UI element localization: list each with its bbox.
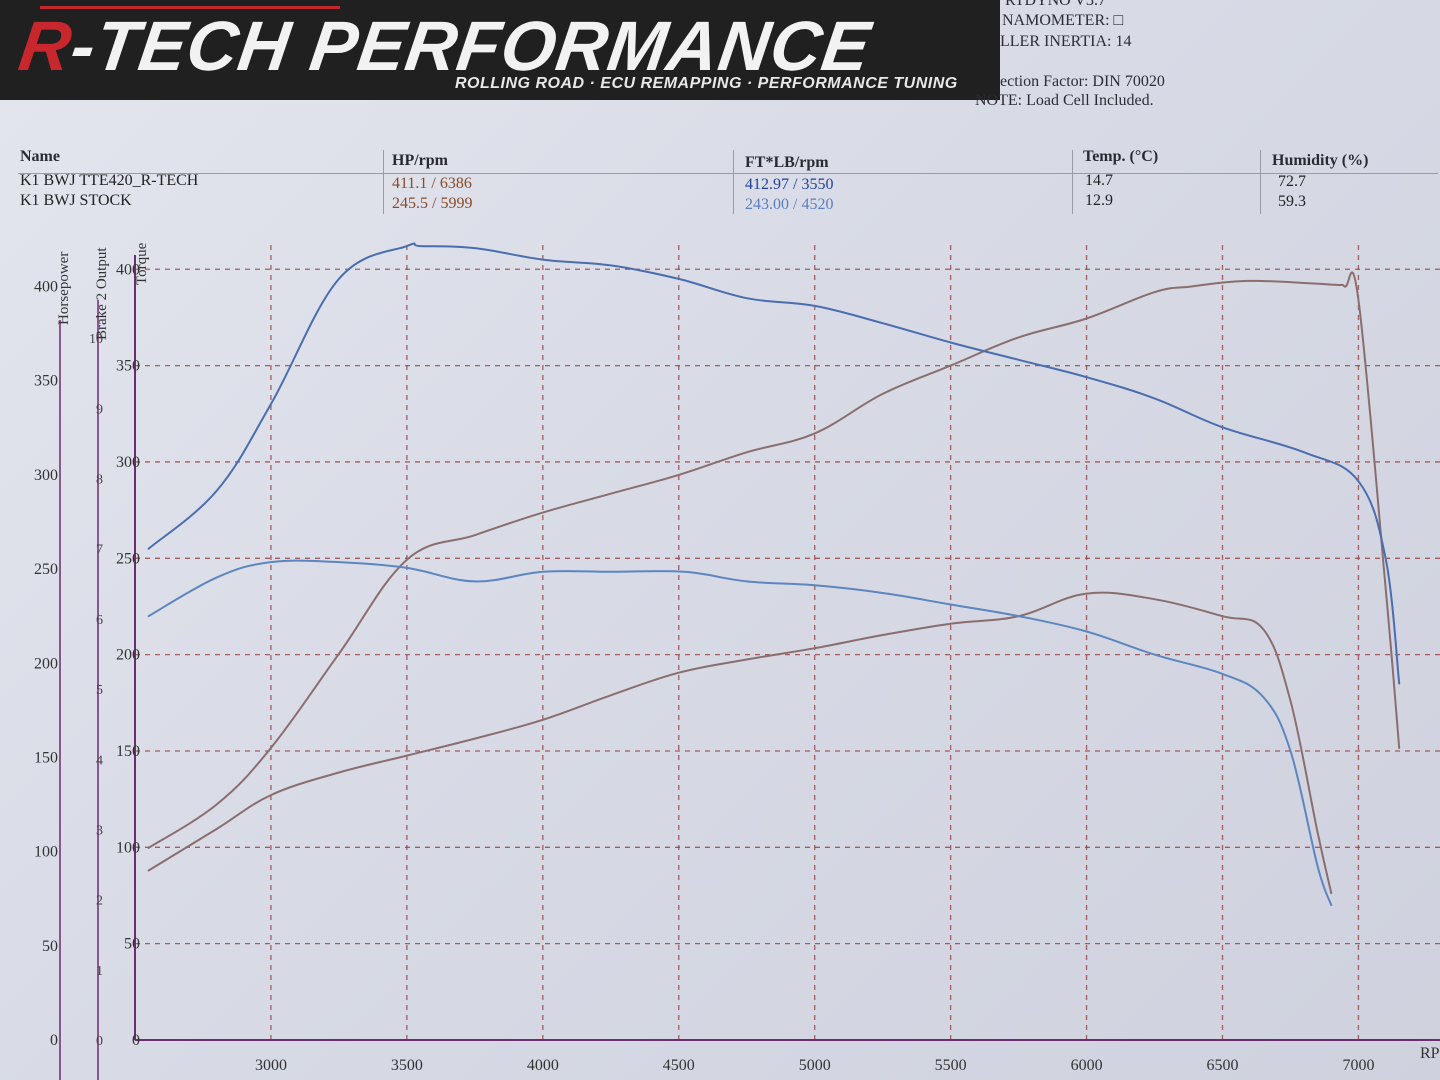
brake-tick-label: 10 (89, 332, 103, 347)
brand-tagline: ROLLING ROAD · ECU REMAPPING · PERFORMAN… (455, 75, 958, 92)
column-separator (733, 150, 734, 214)
x-tick-label: 4500 (663, 1057, 695, 1074)
hp-tick-label: 100 (34, 844, 58, 861)
column-separator (1260, 150, 1261, 214)
brake-axis-title: Brake 2 Output (94, 247, 110, 340)
hp-tick-label: 0 (50, 1032, 58, 1049)
row-2-torque: 243.00 / 4520 (745, 196, 834, 213)
x-axis-title: RP (1420, 1045, 1440, 1062)
x-tick-label: 3000 (255, 1057, 287, 1074)
row-1-temp: 14.7 (1085, 172, 1113, 189)
brake-tick-label: 0 (96, 1034, 103, 1049)
torque-tick-label: 250 (116, 550, 140, 567)
torque-tick-label: 0 (132, 1032, 140, 1049)
chart-series (147, 242, 1401, 907)
meta-dynamometer: NAMOMETER: □ (1002, 12, 1124, 29)
meta-correction-factor: ection Factor: DIN 70020 (1000, 73, 1165, 90)
brake-tick-label: 7 (96, 543, 103, 558)
series-line-k1-bwj-tte420-r-tech-torque (147, 242, 1401, 685)
x-tick-label: 7000 (1342, 1057, 1374, 1074)
x-tick-label: 6500 (1207, 1057, 1239, 1074)
torque-tick-label: 200 (116, 647, 140, 664)
hp-axis-title: Horsepower (56, 252, 72, 325)
chart-labels: 3000 3500 4000 4500 5000 5500 6000 6500 70000501… (34, 242, 1440, 1074)
header-name: Name (20, 148, 60, 165)
hp-tick-label: 50 (42, 938, 58, 955)
torque-tick-label: 100 (116, 839, 140, 856)
x-tick-label: 6000 (1071, 1057, 1103, 1074)
header-temp: Temp. (°C) (1083, 148, 1159, 165)
brand-banner: R-TECH PERFORMANCE ROLLING ROAD · ECU RE… (0, 0, 1000, 100)
chart-grid (135, 245, 1440, 1040)
meta-note: NOTE: Load Cell Included. (975, 92, 1154, 109)
x-tick-label: 3500 (391, 1057, 423, 1074)
row-2-name: K1 BWJ STOCK (20, 192, 132, 209)
brake-tick-label: 2 (96, 894, 103, 909)
banner-accent-line (40, 6, 340, 9)
chart-axes (59, 255, 1440, 1080)
brake-tick-label: 3 (96, 823, 103, 838)
header-humidity: Humidity (%) (1272, 152, 1369, 169)
x-tick-label: 4000 (527, 1057, 559, 1074)
table-header-rule (18, 173, 1438, 174)
hp-tick-label: 200 (34, 655, 58, 672)
torque-axis-title: Torque (134, 242, 150, 285)
column-separator (383, 150, 384, 214)
brake-tick-label: 8 (96, 473, 103, 488)
row-1-humidity: 72.7 (1278, 173, 1306, 190)
hp-tick-label: 350 (34, 373, 58, 390)
run-summary-table: Name HP/rpm FT*LB/rpm Temp. (°C) Humidit… (0, 148, 1440, 218)
hp-tick-label: 300 (34, 467, 58, 484)
hp-tick-label: 150 (34, 749, 58, 766)
row-1-name: K1 BWJ TTE420_R-TECH (20, 172, 199, 189)
hp-tick-label: 250 (34, 561, 58, 578)
x-tick-label: 5500 (935, 1057, 967, 1074)
series-line-k1-bwj-tte420-r-tech-hp (147, 271, 1401, 849)
meta-software-version: RTDYNO V3.7 (1005, 0, 1106, 9)
torque-tick-label: 350 (116, 358, 140, 375)
brake-tick-label: 5 (96, 683, 103, 698)
brake-tick-label: 4 (96, 753, 103, 768)
column-separator (1072, 150, 1073, 214)
row-2-hp: 245.5 / 5999 (392, 195, 473, 212)
brake-tick-label: 6 (96, 613, 103, 628)
x-tick-label: 5000 (799, 1057, 831, 1074)
header-torque: FT*LB/rpm (745, 154, 829, 171)
row-1-hp: 411.1 / 6386 (392, 175, 472, 192)
torque-tick-label: 400 (116, 261, 140, 278)
brake-tick-label: 1 (96, 964, 103, 979)
torque-tick-label: 300 (116, 454, 140, 471)
series-line-k1-bwj-stock-torque (147, 559, 1333, 907)
header-hp: HP/rpm (392, 152, 448, 169)
row-2-humidity: 59.3 (1278, 193, 1306, 210)
row-2-temp: 12.9 (1085, 192, 1113, 209)
hp-tick-label: 400 (34, 279, 58, 296)
brake-tick-label: 9 (96, 402, 103, 417)
row-1-torque: 412.97 / 3550 (745, 176, 834, 193)
series-line-k1-bwj-stock-hp (147, 591, 1333, 895)
meta-roller-inertia: LLER INERTIA: 14 (1000, 33, 1132, 50)
torque-tick-label: 150 (116, 743, 140, 760)
torque-tick-label: 50 (124, 936, 140, 953)
